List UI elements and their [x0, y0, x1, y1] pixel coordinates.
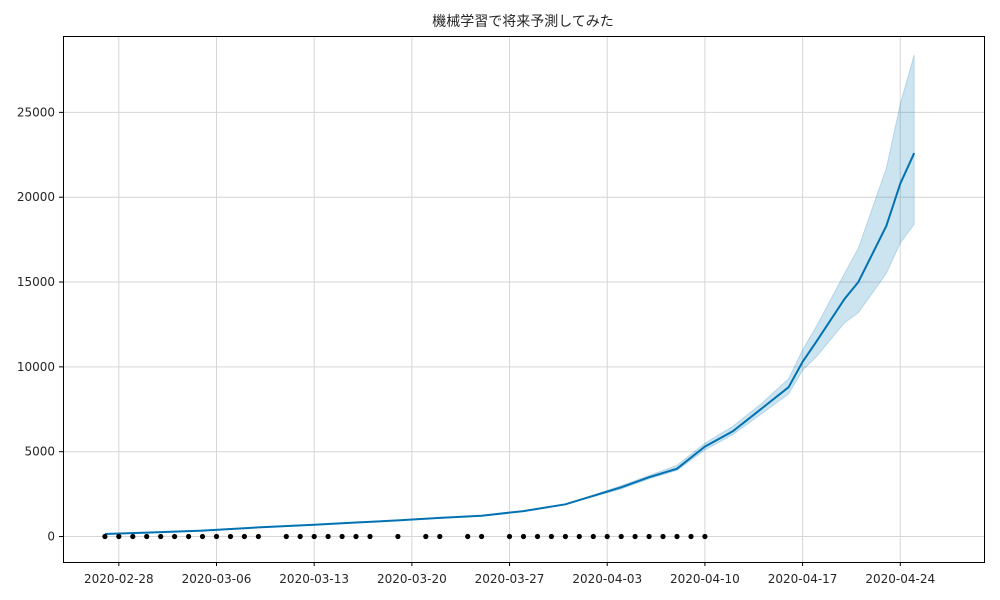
observed-point [158, 533, 164, 540]
observed-point [562, 533, 569, 540]
observed-point [339, 533, 345, 540]
observed-point [102, 533, 108, 540]
observed-point [395, 533, 401, 540]
observed-point [646, 533, 652, 540]
x-tick-label: 2020-04-10 [670, 572, 740, 586]
observed-point [172, 533, 178, 540]
x-axis-ticks: 2020-02-28 2020-03-06 2020-03-13 2020-03-20… [84, 562, 935, 586]
observed-point [353, 533, 359, 540]
x-tick-label: 2020-03-27 [475, 572, 545, 586]
observed-point [702, 533, 708, 540]
observed-point [241, 533, 247, 540]
observed-point [255, 533, 261, 540]
observed-point [199, 533, 206, 540]
grid-layer [63, 36, 984, 562]
y-tick-label: 0 [47, 530, 55, 544]
observed-point [144, 533, 150, 540]
x-tick-label: 2020-04-03 [572, 572, 642, 586]
observed-point [437, 533, 443, 540]
observed-point [520, 533, 527, 540]
plot-frame [63, 36, 985, 563]
observed-point [297, 533, 303, 540]
observed-point [576, 533, 582, 540]
observed-point [604, 533, 610, 540]
x-tick-label: 2020-04-24 [865, 572, 935, 586]
observed-point [311, 533, 317, 540]
observed-point [130, 533, 136, 540]
y-tick-label: 25000 [17, 105, 55, 119]
observed-point [479, 533, 485, 540]
x-tick-label: 2020-03-13 [279, 572, 349, 586]
observed-point [674, 533, 680, 540]
y-axis-ticks: 0 5000 10000 15000 20000 25000 [17, 105, 63, 544]
y-tick-label: 5000 [24, 445, 55, 459]
x-tick-label: 2020-03-06 [182, 572, 252, 586]
x-tick-label: 2020-03-20 [377, 572, 447, 586]
y-tick-label: 15000 [17, 275, 55, 289]
observed-point [116, 533, 122, 540]
forecast-line [104, 152, 916, 535]
observed-point [632, 533, 638, 540]
observed-point [618, 533, 624, 540]
observed-point [688, 533, 694, 540]
observed-point [283, 533, 289, 540]
observed-point [423, 533, 429, 540]
chart-title: 機械学習で将来予測してみた [432, 14, 614, 30]
y-tick-label: 20000 [17, 190, 55, 204]
observed-point [227, 533, 234, 540]
observed-point [548, 533, 555, 540]
x-tick-label: 2020-02-28 [84, 572, 154, 586]
observed-point [367, 533, 373, 540]
observed-point [213, 533, 220, 540]
observed-point [465, 533, 471, 540]
observed-point [590, 533, 596, 540]
observed-point [660, 533, 666, 540]
observed-point [506, 533, 513, 540]
observed-points [102, 533, 708, 540]
observed-point [534, 533, 541, 540]
observed-point [325, 533, 331, 540]
observed-point [186, 533, 192, 540]
y-tick-label: 10000 [17, 360, 55, 374]
x-tick-label: 2020-04-17 [768, 572, 838, 586]
